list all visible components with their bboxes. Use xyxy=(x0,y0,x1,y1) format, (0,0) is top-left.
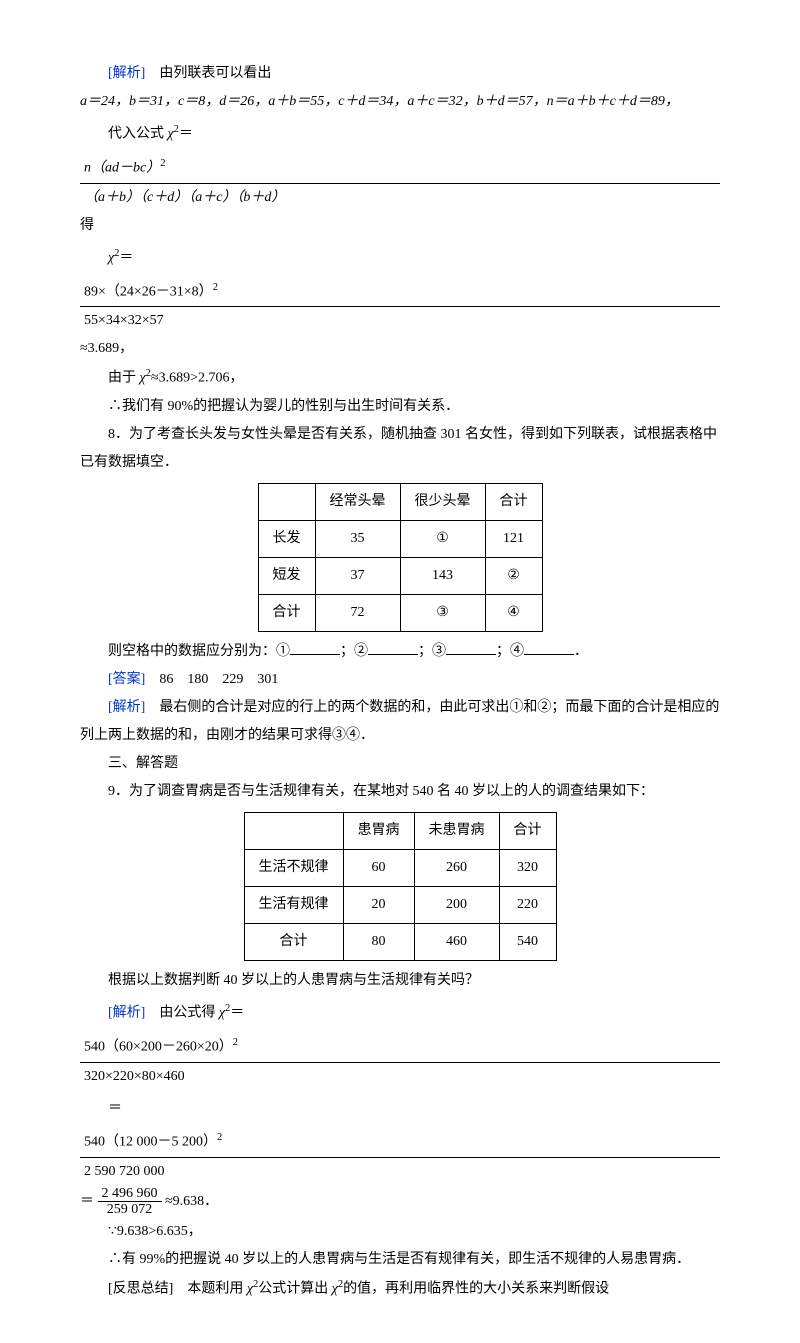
q8-r1c2: 35 xyxy=(315,521,400,558)
q9-cmp: ∵9.638>6.635， xyxy=(80,1218,720,1246)
q8-r2c1: 短发 xyxy=(258,558,315,595)
q9-r2c1: 生活有规律 xyxy=(244,887,343,924)
q8-r1c3: ① xyxy=(400,521,485,558)
q8-text: 8．为了考查长头发与女性头晕是否有关系，随机抽查 301 名女性，得到如下列联表… xyxy=(80,421,720,477)
analysis-tag-2: [解析] xyxy=(108,700,145,715)
q9-text: 9．为了调查胃病是否与生活规律有关，在某地对 540 名 40 岁以上的人的调查… xyxy=(80,778,720,806)
reflect-tag: [反思总结] xyxy=(108,1281,173,1296)
q8-r2c2: 37 xyxy=(315,558,400,595)
q9-r1c3: 260 xyxy=(414,850,499,887)
q9-conclusion: ∴有 99%的把握说 40 岁以上的人患胃病与生活是否有规律有关，即生活不规律的… xyxy=(80,1246,720,1274)
formula-line-1: 代入公式 χ2＝ xyxy=(80,116,720,153)
q9-r3c1: 合计 xyxy=(244,924,343,961)
q9-r1c1: 生活不规律 xyxy=(244,850,343,887)
conclusion-1: ∴我们有 90%的把握认为婴儿的性别与出生时间有关系． xyxy=(80,393,720,421)
analysis-tag-3: [解析] xyxy=(108,1006,145,1021)
q8-h1 xyxy=(258,484,315,521)
q8-blanks: 则空格中的数据应分别为：①；②；③；④． xyxy=(80,638,720,666)
analysis-label: [解析] 由列联表可以看出 xyxy=(80,60,720,88)
q9-h1 xyxy=(244,813,343,850)
q9-h2: 患胃病 xyxy=(343,813,414,850)
q9-analysis-1: [解析] 由公式得 χ2＝ xyxy=(80,995,720,1032)
answer-tag: [答案] xyxy=(108,672,145,687)
q9-h4: 合计 xyxy=(499,813,556,850)
q8-table: 经常头晕很少头晕合计 长发35①121 短发37143② 合计72③④ xyxy=(258,483,543,632)
q8-r3c2: 72 xyxy=(315,595,400,632)
q9-r3c2: 80 xyxy=(343,924,414,961)
q9-r3c3: 460 xyxy=(414,924,499,961)
blank-4 xyxy=(524,640,574,655)
q9-ask: 根据以上数据判断 40 岁以上的人患胃病与生活规律有关吗？ xyxy=(80,967,720,995)
q9-table: 患胃病未患胃病合计 生活不规律60260320 生活有规律20200220 合计… xyxy=(244,812,557,961)
q8-answer: [答案] 86 180 229 301 xyxy=(80,666,720,694)
q9-r1c2: 60 xyxy=(343,850,414,887)
q9-reflect: [反思总结] 本题利用 χ2公式计算出 χ2的值，再利用临界性的大小关系来判断假… xyxy=(80,1274,720,1304)
q8-r2c3: 143 xyxy=(400,558,485,595)
q9-r2c4: 220 xyxy=(499,887,556,924)
q9-h3: 未患胃病 xyxy=(414,813,499,850)
formula-line-2: χ2＝ xyxy=(80,240,720,277)
vars-line: a＝24，b＝31，c＝8，d＝26，a＋b＝55，c＋d＝34，a＋c＝32，… xyxy=(80,88,720,116)
blank-2 xyxy=(368,640,418,655)
q9-analysis-2: ＝ xyxy=(80,1091,720,1127)
blank-3 xyxy=(446,640,496,655)
q9-r1c4: 320 xyxy=(499,850,556,887)
q8-h3: 很少头晕 xyxy=(400,484,485,521)
q8-h2: 经常头晕 xyxy=(315,484,400,521)
q8-r3c4: ④ xyxy=(485,595,542,632)
q8-r1c4: 121 xyxy=(485,521,542,558)
q8-r1c1: 长发 xyxy=(258,521,315,558)
q8-r2c4: ② xyxy=(485,558,542,595)
analysis-tag: [解析] xyxy=(108,66,145,81)
since-line: 由于 χ2≈3.689>2.706， xyxy=(80,363,720,393)
analysis-intro: 由列联表可以看出 xyxy=(159,66,271,81)
section-3: 三、解答题 xyxy=(80,750,720,778)
q8-r3c1: 合计 xyxy=(258,595,315,632)
q8-h4: 合计 xyxy=(485,484,542,521)
q9-r2c2: 20 xyxy=(343,887,414,924)
q8-analysis: [解析] 最右侧的合计是对应的行上的两个数据的和，由此可求出①和②；而最下面的合… xyxy=(80,694,720,750)
blank-1 xyxy=(290,640,340,655)
q9-r3c4: 540 xyxy=(499,924,556,961)
q9-r2c3: 200 xyxy=(414,887,499,924)
q8-r3c3: ③ xyxy=(400,595,485,632)
